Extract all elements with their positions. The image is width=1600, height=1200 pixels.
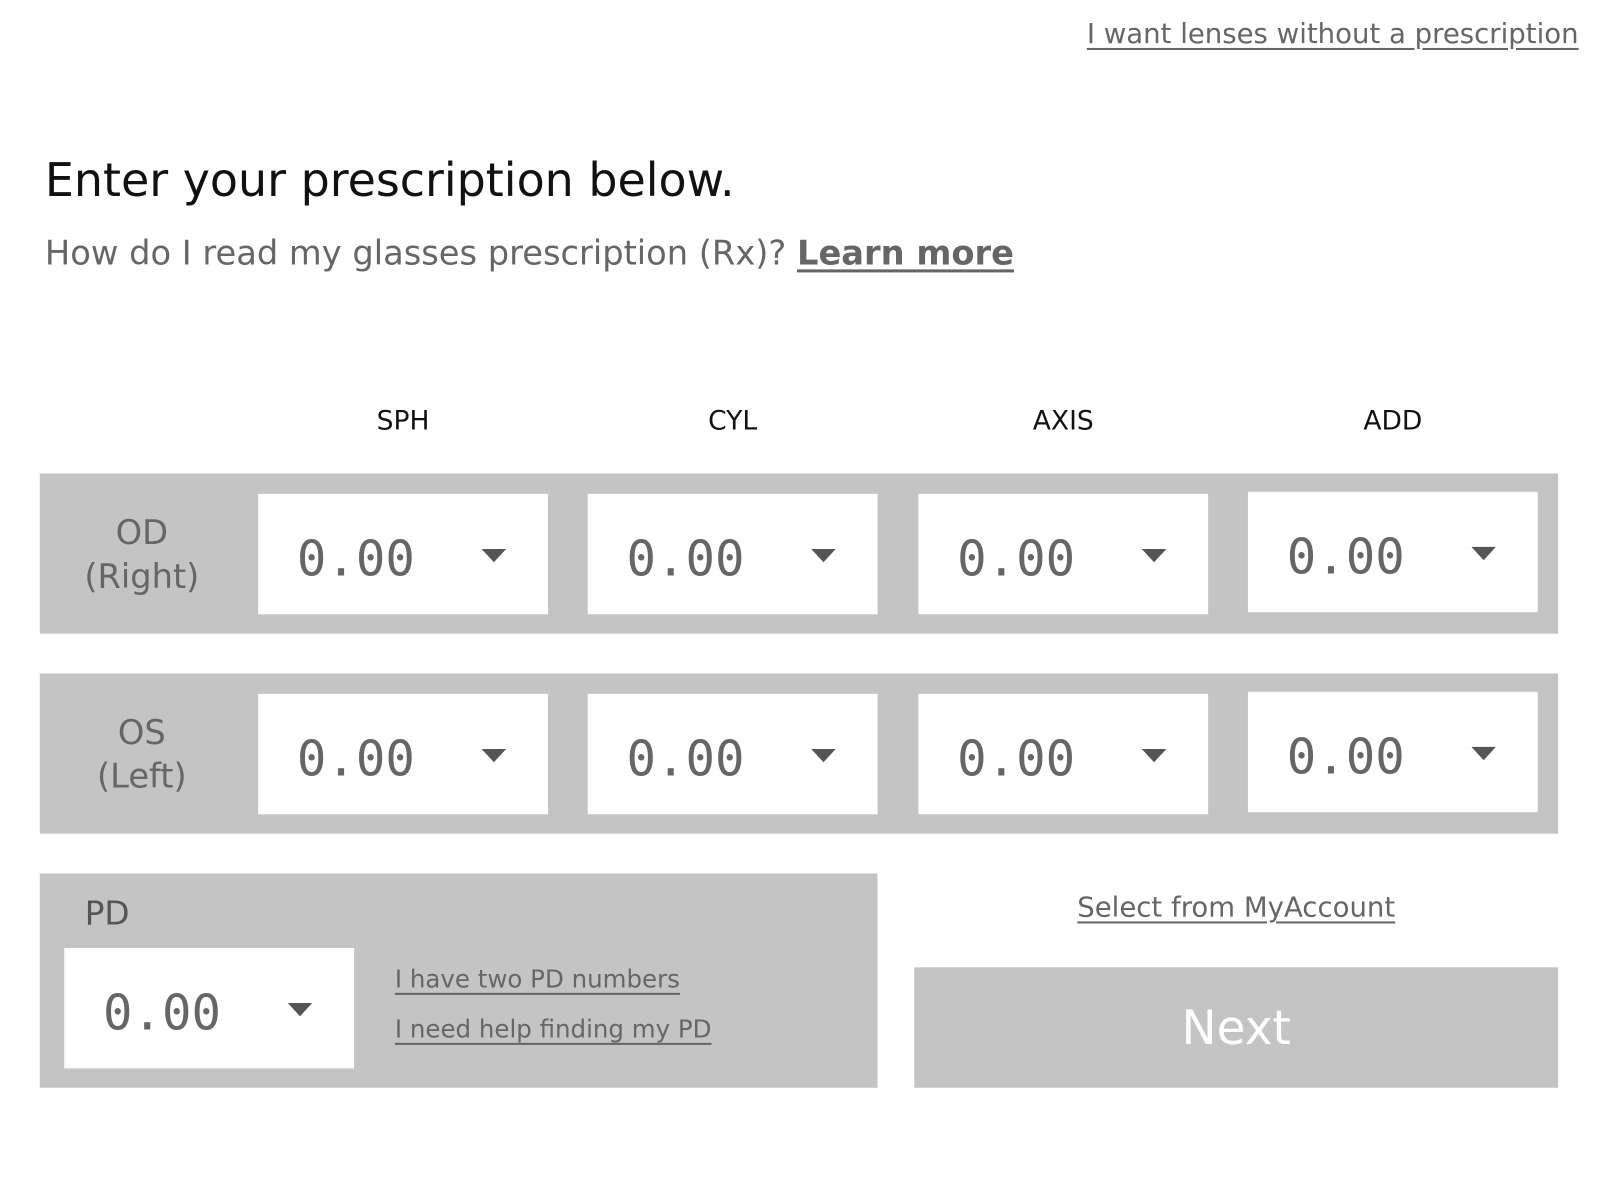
column-header-sph: SPH — [376, 406, 430, 437]
caret-down-icon — [811, 748, 836, 763]
eye-label-od: OD (Right) — [40, 510, 244, 598]
learn-more-link[interactable]: Learn more — [796, 232, 1014, 273]
eye-label-os: OS (Left) — [40, 710, 244, 798]
select-value: 0.00 — [626, 530, 745, 588]
row-od: OD (Right) 0.00 0.00 0.00 0.00 — [39, 473, 1559, 634]
pd-label: PD — [84, 893, 130, 933]
pd-panel: PD 0.00 I have two PD numbers I need hel… — [39, 873, 878, 1088]
caret-down-icon — [481, 548, 507, 563]
next-button[interactable]: Next — [914, 967, 1559, 1088]
caret-down-icon — [1141, 548, 1167, 563]
od-cyl-select[interactable]: 0.00 — [587, 493, 878, 615]
eye-code: OD — [115, 512, 169, 553]
select-value: 0.00 — [103, 984, 222, 1042]
caret-down-icon — [811, 548, 836, 563]
os-add-select[interactable]: 0.00 — [1247, 691, 1538, 813]
select-value: 0.00 — [957, 530, 1076, 588]
pd-select[interactable]: 0.00 — [64, 947, 355, 1069]
two-pd-link[interactable]: I have two PD numbers — [394, 965, 680, 994]
column-header-cyl: CYL — [708, 406, 758, 437]
os-axis-select[interactable]: 0.00 — [918, 693, 1209, 815]
od-axis-select[interactable]: 0.00 — [918, 493, 1209, 615]
pd-help-link[interactable]: I need help finding my PD — [394, 1015, 712, 1044]
os-sph-select[interactable]: 0.00 — [258, 693, 548, 815]
od-sph-select[interactable]: 0.00 — [258, 493, 548, 615]
select-value: 0.00 — [626, 730, 745, 788]
caret-down-icon — [1471, 546, 1496, 561]
select-value: 0.00 — [1286, 528, 1405, 586]
caret-down-icon — [481, 748, 507, 763]
subtitle-text: How do I read my glasses prescription (R… — [44, 232, 787, 273]
caret-down-icon — [287, 1003, 313, 1017]
select-value: 0.00 — [296, 730, 415, 788]
caret-down-icon — [1141, 748, 1167, 763]
select-value: 0.00 — [1286, 728, 1405, 786]
column-header-add: ADD — [1363, 406, 1423, 437]
os-cyl-select[interactable]: 0.00 — [587, 693, 878, 815]
od-add-select[interactable]: 0.00 — [1247, 491, 1538, 613]
caret-down-icon — [1471, 746, 1496, 761]
myaccount-text: Select from MyAccount — [1077, 891, 1396, 924]
no-prescription-link[interactable]: I want lenses without a prescription — [1086, 18, 1579, 50]
eye-side: (Right) — [84, 556, 200, 596]
select-value: 0.00 — [296, 530, 415, 588]
eye-side: (Left) — [97, 756, 187, 796]
row-os: OS (Left) 0.00 0.00 0.00 0.00 — [39, 673, 1559, 834]
eye-code: OS — [117, 712, 166, 753]
select-from-myaccount-link[interactable]: Select from MyAccount — [914, 892, 1558, 924]
subtitle: How do I read my glasses prescription (R… — [45, 233, 1014, 273]
select-value: 0.00 — [957, 730, 1076, 788]
page-title: Enter your prescription below. — [44, 153, 735, 208]
column-header-axis: AXIS — [1032, 406, 1094, 437]
